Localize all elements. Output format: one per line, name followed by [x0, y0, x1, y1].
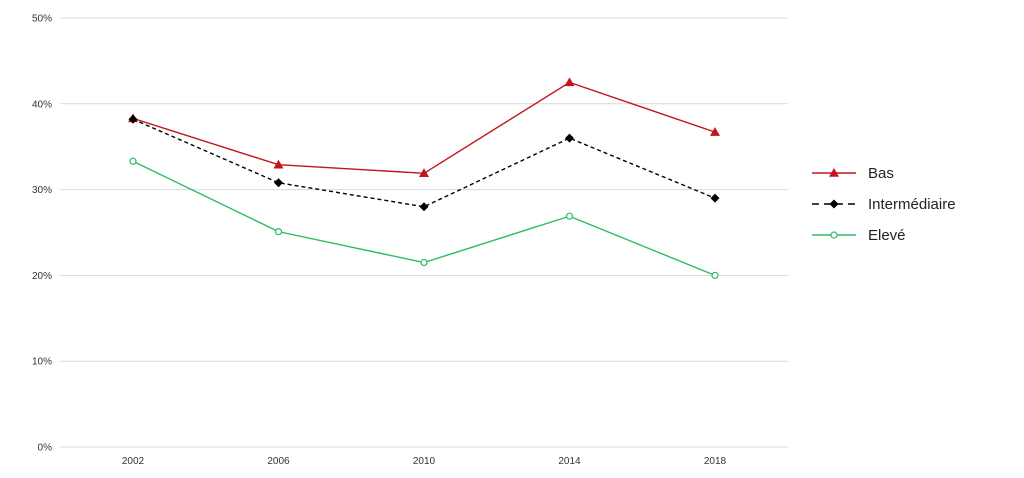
legend-item: Intermédiaire [812, 196, 956, 213]
x-tick-label: 2018 [704, 456, 727, 467]
data-point [274, 178, 283, 188]
y-tick-label: 30% [32, 185, 52, 196]
data-point [129, 157, 137, 165]
data-point [273, 159, 284, 169]
series-line [132, 118, 716, 208]
x-tick-label: 2006 [267, 456, 290, 467]
data-point [710, 193, 720, 203]
series-line [132, 81, 716, 175]
legend-label: Intermédiaire [868, 196, 956, 213]
legend-item: Bas [812, 165, 894, 182]
series-2 [128, 114, 720, 212]
legend-marker [830, 231, 838, 239]
y-tick-label: 40% [32, 99, 52, 110]
gridlines [60, 17, 788, 448]
series-1 [128, 77, 720, 178]
series-layer [128, 77, 720, 279]
y-axis-ticks: 0% 10% 20% 30% 40% 50% [32, 14, 52, 454]
data-point [710, 127, 720, 136]
data-point [565, 212, 574, 220]
data-point [564, 77, 575, 87]
data-point [274, 228, 283, 236]
x-tick-label: 2014 [558, 456, 581, 467]
legend-item: Elevé [812, 227, 906, 244]
x-axis-ticks: 2002 2006 2010 2014 2018 [122, 456, 727, 467]
x-tick-label: 2002 [122, 456, 145, 467]
y-tick-label: 20% [32, 271, 52, 282]
legend: Bas Intermédiaire Elevé [812, 165, 956, 244]
data-point [419, 168, 429, 178]
data-point [419, 202, 429, 212]
y-tick-label: 10% [32, 357, 52, 368]
legend-marker [829, 199, 839, 209]
data-point [711, 271, 719, 279]
data-point [420, 258, 428, 267]
y-tick-label: 0% [38, 443, 53, 454]
x-tick-label: 2010 [413, 456, 436, 467]
data-point [565, 133, 574, 143]
legend-marker [829, 168, 839, 177]
data-point [128, 114, 138, 124]
series-3 [129, 157, 719, 279]
series-line [132, 160, 716, 277]
legend-label: Elevé [868, 227, 906, 244]
legend-label: Bas [868, 165, 894, 182]
y-tick-label: 50% [32, 14, 52, 25]
